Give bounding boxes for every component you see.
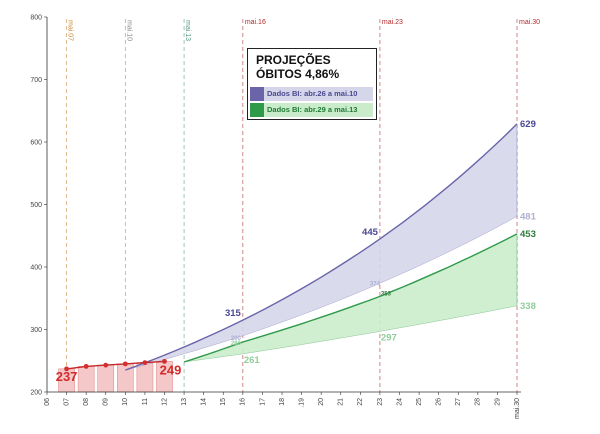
x-tick-label-15: 21	[338, 398, 345, 406]
x-tick-label-17: 23	[377, 398, 384, 406]
y-tick-label-400: 400	[30, 265, 42, 272]
observed-point-1	[83, 363, 89, 369]
x-tick-label-20: 26	[436, 398, 443, 406]
x-tick-label-14: 20	[318, 398, 325, 406]
x-tick-label-2: 08	[83, 398, 90, 406]
axes: 200 300 400 500 600 700 800 06 07 08 09 10 11 12 13 14 1…	[30, 15, 521, 419]
annotation-8: 353	[381, 291, 392, 297]
annotation-3: 290	[231, 336, 242, 342]
chart-title: PROJEÇÕES ÓBITOS 4,86%	[256, 53, 371, 81]
marker-label-mai.30: mai.30	[519, 19, 540, 26]
observed-point-4	[142, 360, 148, 366]
x-tick-label-18: 24	[396, 398, 403, 406]
projection-bands	[125, 123, 518, 371]
annotation-4: 280	[231, 341, 242, 347]
upper-line-series-1	[125, 123, 518, 371]
marker-label-mai.16: mai.16	[245, 19, 266, 26]
annotation-11: 481	[520, 211, 537, 222]
bar-1	[77, 366, 95, 393]
y-tick-label-600: 600	[30, 140, 42, 147]
annotation-7: 374	[370, 281, 381, 287]
x-tick-label-13: .19	[298, 398, 305, 408]
observed-point-0	[64, 366, 69, 372]
x-tick-label-4: 10	[122, 398, 129, 406]
annotation-1: 249	[160, 362, 182, 377]
annotation-13: 338	[520, 301, 536, 312]
y-tick-label-700: 700	[30, 77, 42, 84]
legend-item-series-2: Dados BI: abr.29 a mai.13	[250, 103, 373, 117]
x-tick-label-7: 13	[181, 398, 188, 406]
x-tick-label-0: 06	[44, 398, 51, 406]
observed-point-3	[122, 361, 128, 367]
annotation-2: 315	[225, 308, 242, 319]
marker-label-mai.07: mai.07	[67, 20, 74, 41]
x-tick-label-22: 28	[475, 398, 482, 406]
x-tick-label-9: 15	[220, 398, 227, 406]
chart-title-line-2: ÓBITOS 4,86%	[256, 67, 340, 81]
legend: PROJEÇÕES ÓBITOS 4,86% Dados BI: abr.26 …	[247, 48, 377, 120]
x-tick-label-5: 11	[142, 398, 149, 405]
marker-label-mai.13: mai.13	[184, 20, 191, 41]
x-tick-label-11: 17	[259, 398, 266, 406]
x-tick-label-12: 18	[279, 398, 286, 406]
legend-swatch-series-1	[250, 87, 264, 101]
y-tick-label-200: 200	[30, 390, 42, 397]
observed-path	[66, 360, 165, 370]
marker-label-mai.10: mai.10	[125, 20, 132, 41]
bar-4	[136, 362, 154, 393]
marker-label-mai.23: mai.23	[382, 19, 403, 26]
x-tick-label-16: 22	[357, 398, 364, 406]
observed-point-5	[162, 358, 167, 364]
annotation-10: 629	[520, 119, 536, 130]
upper-line-series-2	[183, 233, 518, 363]
annotation-9: 297	[381, 332, 397, 343]
x-tick-label-23: 29	[494, 398, 501, 406]
observed-line	[64, 358, 167, 372]
x-tick-label-24: mai.30	[514, 398, 521, 419]
legend-label-series-2: Dados BI: abr.29 a mai.13	[267, 105, 358, 114]
annotation-0: 237	[56, 369, 78, 384]
x-tick-label-6: 12	[161, 398, 168, 406]
x-tick-label-21: 27	[455, 398, 462, 406]
legend-swatch-series-2	[250, 103, 264, 117]
x-tick-label-3: 09	[103, 398, 110, 406]
x-tick-label-19: 25	[416, 398, 423, 406]
annotation-12: 453	[520, 229, 536, 240]
x-tick-label-8: 14	[201, 398, 208, 406]
y-tick-label-800: 800	[30, 15, 42, 22]
annotation-5: 261	[244, 355, 261, 366]
bar-2	[97, 364, 115, 393]
y-tick-label-500: 500	[30, 202, 42, 209]
x-tick-label-10: 16	[240, 398, 247, 406]
legend-label-series-1: Dados BI: abr.26 a mai.10	[267, 89, 358, 98]
lower-line-series-2	[184, 305, 518, 363]
annotation-6: 445	[362, 227, 379, 238]
y-tick-label-300: 300	[30, 327, 42, 334]
observed-point-2	[103, 362, 109, 368]
lower-line-series-1	[125, 216, 518, 371]
legend-item-series-1: Dados BI: abr.26 a mai.10	[250, 87, 373, 101]
x-tick-label-1: 07	[63, 398, 70, 406]
band-series-1	[125, 123, 518, 371]
chart-title-line-1: PROJEÇÕES	[256, 53, 331, 67]
